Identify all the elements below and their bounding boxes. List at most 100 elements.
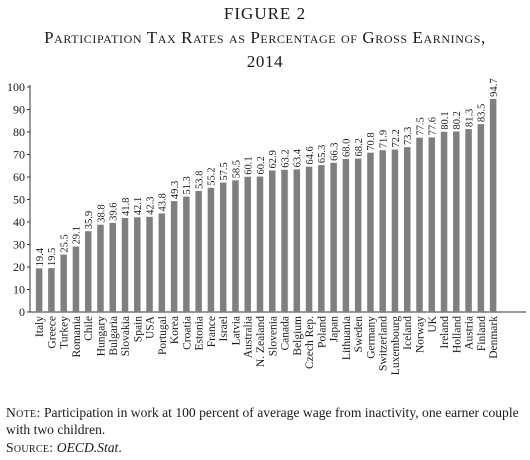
bar bbox=[305, 166, 313, 312]
bar-value-label: 43.8 bbox=[158, 193, 169, 211]
source-label: Source: bbox=[6, 440, 54, 455]
category-label: Norway bbox=[415, 316, 427, 353]
figure-label: FIGURE 2 bbox=[223, 4, 307, 23]
y-tick-label: 20 bbox=[13, 260, 25, 274]
category-label: USA bbox=[145, 315, 157, 339]
bar bbox=[453, 131, 460, 312]
y-tick-label: 30 bbox=[13, 238, 25, 252]
bar-value-label: 68.0 bbox=[342, 139, 353, 157]
bar-value-label: 63.2 bbox=[280, 149, 291, 167]
y-tick-label: 90 bbox=[13, 103, 25, 117]
bar-value-label: 72.2 bbox=[391, 129, 402, 147]
bar-value-label: 94.7 bbox=[489, 79, 500, 97]
bar-value-label: 64.6 bbox=[305, 146, 316, 164]
category-label: Finland bbox=[476, 316, 488, 351]
bar bbox=[465, 129, 472, 312]
bar-value-label: 41.8 bbox=[121, 198, 132, 216]
bar bbox=[232, 180, 239, 312]
bar-value-label: 77.6 bbox=[428, 117, 439, 135]
category-label: Austria bbox=[464, 316, 476, 350]
category-label: Spain bbox=[132, 316, 144, 342]
bar bbox=[256, 176, 264, 312]
category-label: UK bbox=[427, 315, 439, 332]
category-label: Slovakia bbox=[120, 316, 132, 356]
bar-value-label: 29.1 bbox=[72, 226, 83, 244]
bar-value-label: 53.8 bbox=[194, 171, 205, 189]
bar bbox=[379, 150, 386, 312]
category-label: France bbox=[206, 316, 218, 347]
bar-value-label: 38.8 bbox=[96, 204, 107, 222]
category-label: Sweden bbox=[353, 316, 365, 353]
bar-value-label: 60.1 bbox=[244, 156, 255, 174]
category-label: Greece bbox=[46, 316, 58, 349]
category-label: Denmark bbox=[488, 316, 500, 359]
category-label: Holland bbox=[451, 316, 463, 353]
note-text: Participation in work at 100 percent of … bbox=[6, 405, 519, 437]
bar bbox=[48, 268, 55, 312]
category-label: Lithuania bbox=[341, 316, 353, 360]
bar bbox=[72, 246, 80, 312]
bar-value-label: 65.3 bbox=[317, 145, 328, 163]
bar bbox=[269, 170, 276, 312]
y-tick-label: 100 bbox=[7, 80, 25, 94]
bar-chart: 0 10 20 30 40 50 60 70 80 90 100 19.4 Italy 19.5 Greec… bbox=[7, 79, 526, 375]
y-tick-label: 60 bbox=[13, 170, 25, 184]
category-label: Canada bbox=[280, 316, 292, 350]
category-label: Italy bbox=[34, 316, 46, 337]
y-tick-label: 80 bbox=[13, 125, 25, 139]
bar bbox=[134, 217, 141, 312]
bar-value-label: 63.4 bbox=[293, 148, 304, 167]
bar bbox=[318, 165, 325, 312]
bar bbox=[330, 162, 337, 312]
category-label: Belgium bbox=[292, 316, 304, 356]
bar-value-label: 77.5 bbox=[415, 117, 426, 135]
bar-value-label: 42.3 bbox=[145, 196, 156, 214]
bar-value-label: 80.2 bbox=[452, 111, 463, 129]
bar bbox=[367, 152, 374, 312]
category-label: Switzerland bbox=[378, 316, 390, 371]
bar-value-label: 58.5 bbox=[231, 160, 242, 178]
bar-value-label: 49.3 bbox=[170, 181, 181, 199]
category-label: Romania bbox=[71, 316, 83, 358]
category-label: Slovenia bbox=[267, 316, 279, 356]
category-label: Luxembourg bbox=[390, 316, 402, 375]
bar bbox=[354, 158, 362, 312]
bar bbox=[391, 149, 399, 312]
category-label: Czech Rep. bbox=[304, 316, 316, 369]
bar-value-label: 42.1 bbox=[133, 197, 144, 215]
bar bbox=[244, 176, 251, 312]
bar bbox=[35, 268, 43, 312]
category-label: Australia bbox=[243, 316, 255, 358]
bar-value-label: 71.9 bbox=[378, 130, 389, 148]
bar bbox=[281, 169, 288, 312]
bar bbox=[428, 137, 436, 312]
category-label: N. Zealand bbox=[255, 316, 267, 367]
category-label: Chile bbox=[83, 316, 95, 341]
bar bbox=[158, 213, 166, 312]
bar-value-label: 51.3 bbox=[182, 176, 193, 194]
bar bbox=[219, 182, 227, 312]
bar bbox=[146, 216, 153, 312]
bar bbox=[416, 137, 423, 312]
source-end: . bbox=[118, 440, 122, 455]
category-label: Hungary bbox=[95, 316, 107, 356]
bar-value-label: 57.5 bbox=[219, 162, 230, 180]
bar bbox=[293, 169, 301, 312]
bar-value-label: 81.3 bbox=[464, 109, 475, 127]
bar-value-label: 62.9 bbox=[268, 150, 279, 168]
bar-value-label: 25.5 bbox=[59, 234, 70, 252]
category-label: Iceland bbox=[402, 316, 414, 350]
bar-value-label: 73.3 bbox=[403, 127, 414, 145]
y-tick-label: 40 bbox=[13, 215, 25, 229]
y-tick-label: 70 bbox=[13, 148, 25, 162]
bar bbox=[97, 224, 104, 312]
category-label: Israel bbox=[218, 316, 230, 342]
y-tick-label: 10 bbox=[13, 283, 25, 297]
category-label: Japan bbox=[329, 316, 341, 342]
bar bbox=[489, 98, 497, 312]
y-tick-label: 0 bbox=[19, 305, 25, 319]
category-label: Bulgaria bbox=[108, 316, 120, 356]
bar bbox=[109, 222, 117, 312]
category-label: Germany bbox=[365, 316, 377, 359]
bar bbox=[195, 190, 202, 312]
